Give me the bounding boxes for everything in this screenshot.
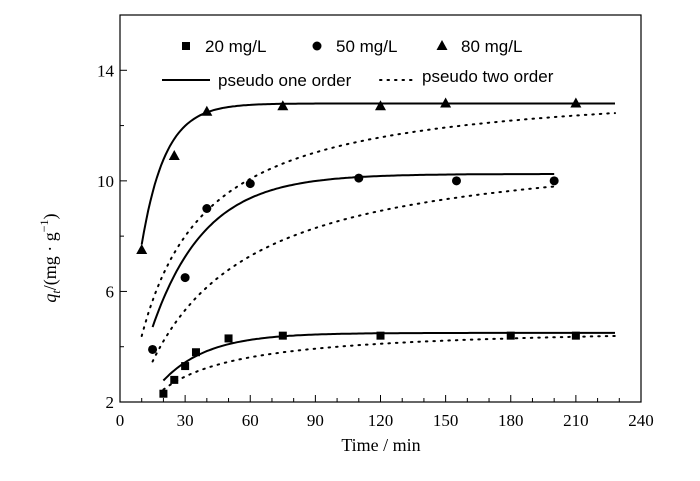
y-tick-label: 2 <box>106 393 115 412</box>
data-point-circle <box>549 176 559 186</box>
data-point-circle <box>202 204 212 213</box>
legend-label: pseudo one order <box>218 71 352 90</box>
y-axis-title: qt/(mg · g−1) <box>37 213 63 302</box>
legend-marker-square <box>182 42 190 50</box>
data-point-square <box>278 331 287 340</box>
y-axis-title-unit: /(mg · g <box>40 232 61 290</box>
x-tick-label: 120 <box>368 411 394 430</box>
data-point-triangle <box>570 97 582 108</box>
y-tick-label: 14 <box>97 61 115 80</box>
data-point-triangle <box>277 100 289 111</box>
data-point-square <box>224 334 233 343</box>
data-point-circle <box>354 173 364 183</box>
axes: 0 30 60 90 120 150 180 210 240 2 6 10 14 <box>97 14 654 430</box>
legend-marker-triangle <box>436 40 448 50</box>
x-tick-label: 240 <box>628 411 654 430</box>
x-axis-title: Time / min <box>341 435 420 455</box>
legend-marker-circle <box>312 41 322 51</box>
y-tick-label: 10 <box>97 172 114 191</box>
data-point-square <box>181 362 190 371</box>
data-point-triangle <box>375 100 386 111</box>
data-point-triangle <box>136 243 148 254</box>
x-tick-label: 60 <box>242 411 259 430</box>
y-axis-title-main: q <box>40 294 60 303</box>
data-point-square <box>506 331 515 340</box>
data-point-triangle <box>168 149 180 160</box>
data-point-square <box>376 331 385 340</box>
data-point-square <box>571 331 580 340</box>
data-point-square <box>191 348 200 357</box>
x-tick-label: 90 <box>307 411 324 430</box>
data-markers <box>136 97 582 398</box>
x-tick-label: 150 <box>433 411 459 430</box>
pseudo-two-order-curve <box>151 185 556 363</box>
pseudo-two-order-curve <box>140 112 616 337</box>
x-tick-label: 180 <box>498 411 524 430</box>
data-point-circle <box>245 179 255 189</box>
y-axis-title-sup: −1 <box>37 219 51 232</box>
data-point-circle <box>451 176 461 186</box>
pseudo-two-order-curve <box>162 335 616 391</box>
data-point-circle <box>180 273 190 283</box>
x-tick-label: 30 <box>177 411 194 430</box>
legend-label: pseudo two order <box>422 67 554 86</box>
pseudo-one-order-curve <box>151 173 555 328</box>
legend-label: 50 mg/L <box>336 37 397 56</box>
y-axis-title-sub: t <box>49 290 63 294</box>
data-point-triangle <box>201 105 213 116</box>
legend-label: 80 mg/L <box>461 37 522 56</box>
legend-label: 20 mg/L <box>205 37 266 56</box>
pseudo-one-order-curve <box>140 102 615 245</box>
data-point-square <box>170 375 179 384</box>
y-axis-title-close: ) <box>40 213 61 219</box>
data-point-circle <box>148 344 158 354</box>
x-tick-label: 210 <box>563 411 589 430</box>
y-tick-label: 6 <box>106 282 115 301</box>
data-point-square <box>159 389 168 398</box>
x-tick-label: 0 <box>116 411 125 430</box>
pseudo-one-order-curve <box>162 331 615 382</box>
data-point-triangle <box>440 97 452 108</box>
legend: 20 mg/L 50 mg/L 80 mg/L pseudo one order pse… <box>162 37 554 90</box>
fit-lines <box>140 102 616 391</box>
